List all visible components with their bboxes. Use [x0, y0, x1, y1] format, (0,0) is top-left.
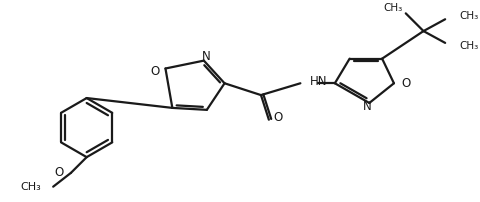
- Text: O: O: [273, 111, 282, 124]
- Text: HN: HN: [310, 75, 328, 88]
- Text: O: O: [55, 166, 64, 179]
- Text: N: N: [363, 100, 372, 113]
- Text: CH₃: CH₃: [384, 3, 403, 13]
- Text: CH₃: CH₃: [459, 11, 478, 21]
- Text: O: O: [150, 65, 159, 78]
- Text: N: N: [202, 50, 210, 63]
- Text: CH₃: CH₃: [21, 182, 41, 192]
- Text: O: O: [402, 77, 411, 90]
- Text: CH₃: CH₃: [459, 41, 478, 51]
